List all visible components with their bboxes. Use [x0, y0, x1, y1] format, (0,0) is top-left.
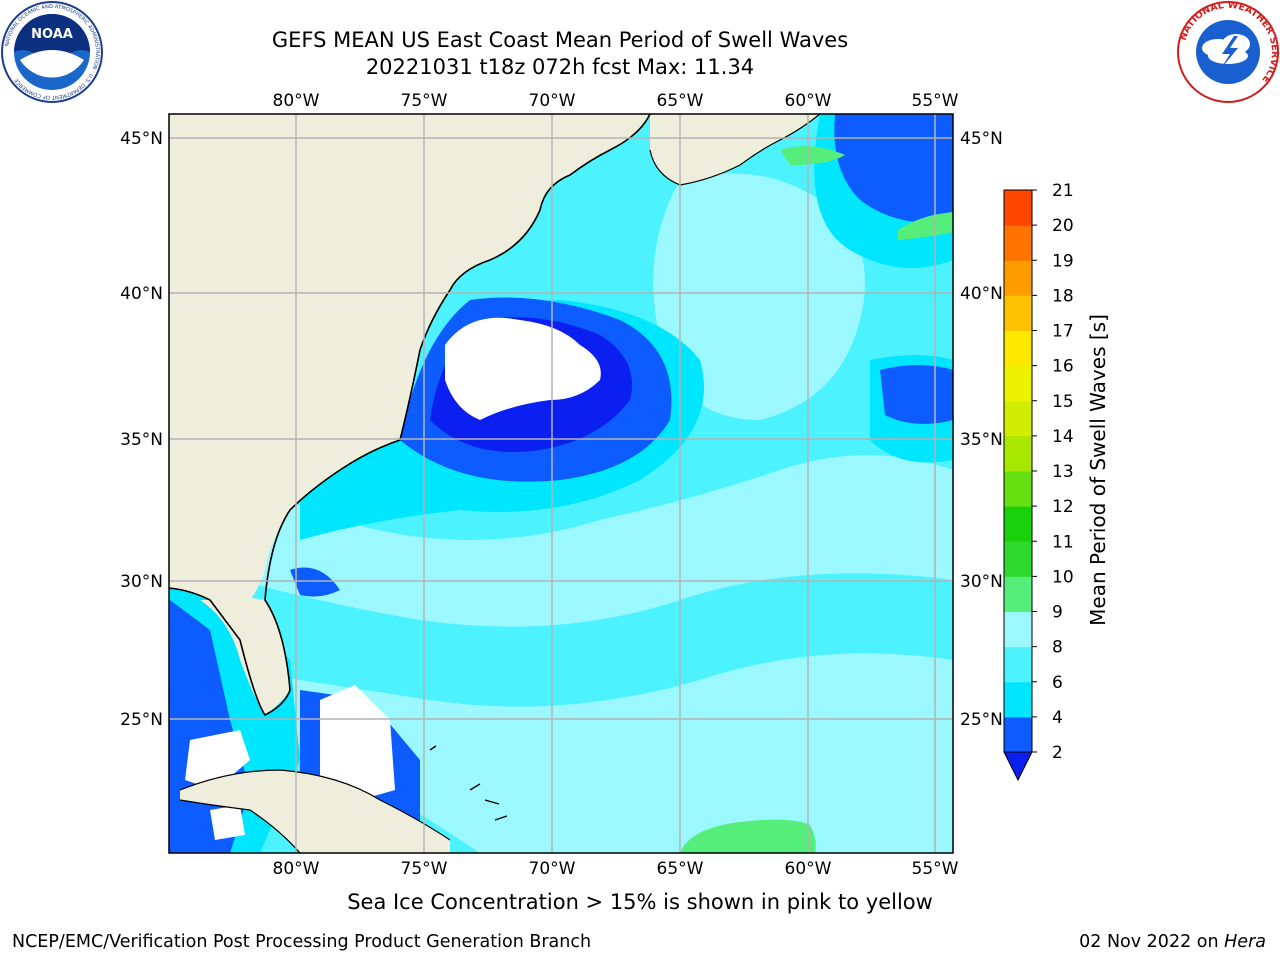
colorbar-tick-label: 12: [1052, 497, 1074, 517]
lat-label: 30°N: [960, 572, 1003, 592]
lat-label: 30°N: [120, 572, 163, 592]
colorbar-swatch: [1004, 506, 1032, 542]
colorbar-tick-label: 20: [1052, 216, 1074, 236]
map-field: [169, 114, 953, 853]
lat-label: 40°N: [120, 284, 163, 304]
colorbar-tick-label: 16: [1052, 357, 1074, 377]
lon-label: 65°W: [657, 91, 704, 111]
lat-labels-right: 45°N 40°N 35°N 30°N 25°N: [960, 129, 1003, 730]
lon-labels-bottom: 80°W 75°W 70°W 65°W 60°W 55°W: [273, 859, 959, 879]
colorbar-swatch: [1004, 260, 1032, 296]
colorbar-tick-label: 11: [1052, 532, 1074, 552]
nws-logo: NATIONAL WEATHER SERVICE: [1177, 0, 1280, 103]
sea-ice-note: Sea Ice Concentration > 15% is shown in …: [347, 890, 933, 914]
forecast-subtitle: 20221031 t18z 072h fcst Max: 11.34: [365, 55, 755, 79]
colorbar-swatch: [1004, 541, 1032, 577]
lat-label: 45°N: [960, 129, 1003, 149]
lon-label: 70°W: [529, 859, 576, 879]
lon-label: 60°W: [785, 859, 832, 879]
lat-label: 40°N: [960, 284, 1003, 304]
lat-label: 45°N: [120, 129, 163, 149]
noaa-logo: NATIONAL OCEANIC AND ATMOSPHERIC ADMINIS…: [1, 1, 103, 103]
colorbar-swatch: [1004, 576, 1032, 612]
colorbar-tick-label: 21: [1052, 181, 1074, 201]
colorbar-swatch: [1004, 611, 1032, 648]
lat-label: 25°N: [960, 710, 1003, 730]
colorbar-label: Mean Period of Swell Waves [s]: [1086, 314, 1110, 626]
colorbar-swatch: [1004, 400, 1032, 437]
footer-machine: Hera: [1224, 932, 1266, 952]
colorbar-tick-label: 18: [1052, 286, 1074, 306]
lon-label: 55°W: [912, 859, 959, 879]
colorbar-tick-label: 14: [1052, 427, 1074, 447]
map-frame: [168, 113, 954, 854]
colorbar: 2 4 6 8 9 10 11 12 13 14 15 16 17 18 19 20 21: [1003, 181, 1074, 782]
colorbar-tick-label: 19: [1052, 251, 1074, 271]
lat-labels-left: 45°N 40°N 35°N 30°N 25°N: [120, 129, 163, 730]
colorbar-swatch: [1004, 330, 1032, 367]
colorbar-tick-label: 15: [1052, 392, 1074, 412]
colorbar-swatch: [1004, 681, 1032, 718]
colorbar-tick-label: 4: [1052, 708, 1063, 728]
colorbar-swatch: [1004, 716, 1032, 753]
colorbar-swatch: [1004, 295, 1032, 331]
lon-label: 70°W: [529, 91, 576, 111]
colorbar-under-arrow: [1003, 751, 1033, 782]
colorbar-swatch: [1004, 225, 1032, 261]
colorbar-tick-label: 9: [1052, 603, 1063, 623]
lon-label: 65°W: [657, 859, 704, 879]
colorbar-swatch: [1004, 190, 1032, 226]
footer-date: 02 Nov 2022 on Hera: [1079, 932, 1266, 952]
lon-label: 80°W: [273, 91, 320, 111]
lon-label: 75°W: [401, 91, 448, 111]
colorbar-swatch: [1004, 646, 1032, 683]
colorbar-swatch: [1004, 471, 1032, 507]
lon-label: 60°W: [785, 91, 832, 111]
colorbar-tick-label: 10: [1052, 567, 1074, 587]
colorbar-tick-label: 13: [1052, 462, 1074, 482]
map-gridlines: [169, 114, 953, 853]
colorbar-swatch: [1004, 365, 1032, 402]
colorbar-tick-label: 8: [1052, 638, 1063, 658]
colorbar-tick-label: 6: [1052, 673, 1063, 693]
lon-labels-top: 80°W 75°W 70°W 65°W 60°W 55°W: [273, 91, 959, 111]
lat-label: 35°N: [960, 430, 1003, 450]
chart-title: GEFS MEAN US East Coast Mean Period of S…: [271, 28, 849, 52]
lon-label: 55°W: [912, 91, 959, 111]
noaa-logo-text: NOAA: [31, 27, 73, 42]
lat-label: 25°N: [120, 710, 163, 730]
lon-label: 75°W: [401, 859, 448, 879]
lon-label: 80°W: [273, 859, 320, 879]
colorbar-swatch: [1004, 435, 1032, 472]
footer-date-text: 02 Nov 2022 on: [1079, 932, 1225, 952]
lat-label: 35°N: [120, 430, 163, 450]
colorbar-tick-label: 17: [1052, 322, 1074, 342]
colorbar-tick-label: 2: [1052, 743, 1063, 763]
footer-credit: NCEP/EMC/Verification Post Processing Pr…: [12, 932, 592, 952]
